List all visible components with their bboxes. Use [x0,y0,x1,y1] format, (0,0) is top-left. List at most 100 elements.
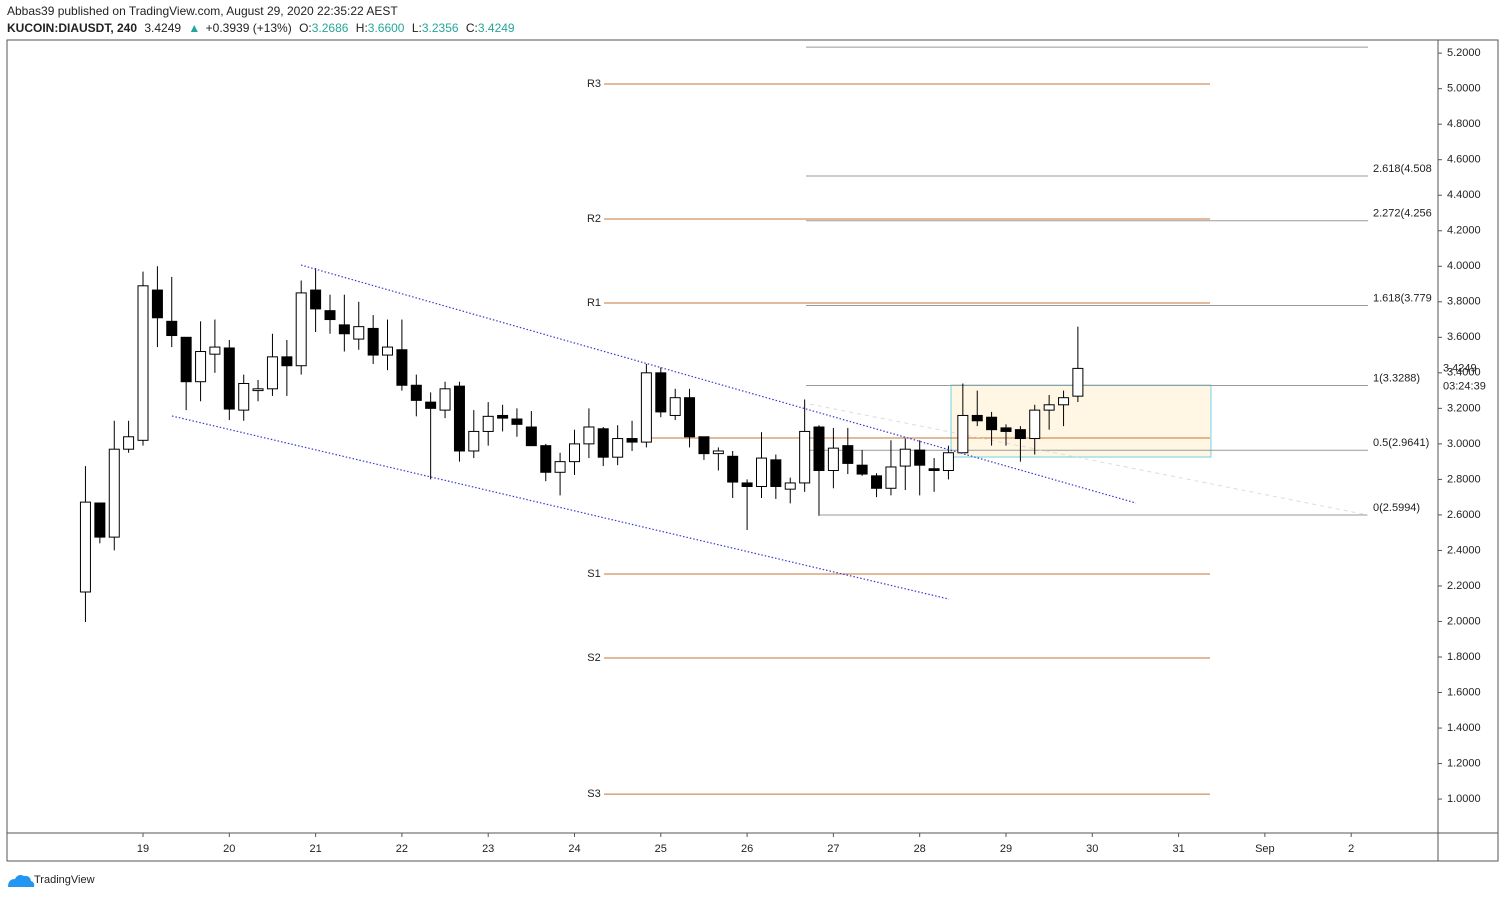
y-tick-label: 1.0000 [1447,793,1481,805]
candle-body [928,468,940,472]
candle-body [453,385,465,452]
fib-label: 2.272(4.256 [1373,208,1432,220]
y-tick-label: 1.8000 [1447,651,1481,663]
candle-body [655,372,667,413]
last-price-label: 3.4249 [1443,362,1477,374]
candle-body [640,372,652,443]
candle-body [410,384,422,401]
price: 3.4249 [144,21,181,35]
y-tick-label: 3.4000 [1447,367,1481,379]
ohlc-value: 3.4249 [478,21,515,35]
y-tick-label: 2.4000 [1447,544,1481,556]
candle-body [813,426,825,472]
candle-body [324,310,336,321]
logo [8,875,35,887]
brand: TradingView [34,874,95,886]
ohlc-label: O: [299,21,312,35]
y-tick-label: 5.2000 [1447,47,1481,59]
y-tick-label: 1.4000 [1447,722,1481,734]
candle-body [1029,409,1041,440]
candle-body [942,452,954,472]
candle-body [511,418,523,425]
x-tick-label: 26 [741,843,753,855]
x-tick-label: 24 [568,843,580,855]
candle-body [741,482,753,487]
candle-body [856,464,868,475]
candle-body [669,397,681,416]
x-tick-label: Sep [1255,843,1275,855]
candle-body [871,475,883,489]
candle-body [94,502,106,538]
faint-trendline [809,403,1369,516]
ohlc-label: C: [466,21,478,35]
candle-body [899,448,911,467]
candle-body [209,346,221,355]
candle-body [525,426,537,447]
y-tick-label: 4.8000 [1447,118,1481,130]
candle-body [698,436,710,455]
x-tick-label: 31 [1172,843,1184,855]
pivot-label: R2 [587,213,601,225]
candle-body [597,428,609,458]
y-tick-label: 4.4000 [1447,189,1481,201]
y-tick-label: 4.2000 [1447,225,1481,237]
candle-body [827,447,839,472]
symbol: KUCOIN:DIAUSDT, 240 [7,21,137,35]
candle-body [252,388,264,392]
candle-body [266,356,278,390]
y-tick-label: 4.6000 [1447,154,1481,166]
candle-body [195,351,207,383]
candle-body [784,482,796,490]
x-tick-label: 30 [1086,843,1098,855]
candle-body [1043,404,1055,411]
chart-frame [6,39,1499,862]
pivot-label: R3 [587,78,601,90]
candle-body [684,397,696,438]
candle-body [957,414,969,454]
published-line: Abbas39 published on TradingView.com, Au… [7,4,398,18]
candle-body [885,466,897,489]
candle-body [396,349,408,386]
y-tick-label: 3.6000 [1447,331,1481,343]
candle-body [986,416,998,431]
pivot-label: S1 [587,568,600,580]
candle-body [756,457,768,487]
countdown: 03:24:39 [1443,380,1486,392]
candle-body [568,443,580,463]
ohlc-value: 3.2356 [422,21,459,35]
y-tick-label: 1.2000 [1447,757,1481,769]
candle-body [353,326,365,340]
candle-body [770,459,782,487]
candle-body [482,415,494,432]
candle-body [554,461,566,473]
x-tick-label: 22 [396,843,408,855]
y-tick-label: 1.6000 [1447,686,1481,698]
candle-body [281,356,293,367]
y-tick-label: 2.6000 [1447,509,1481,521]
symbol-line: KUCOIN:DIAUSDT, 240 3.4249 ▲ +0.3939 (+1… [7,21,515,35]
candle-body [367,327,379,356]
ohlc-label: L: [412,21,422,35]
candle-body [612,438,624,458]
candle-body [180,336,192,383]
candle-body [295,292,307,367]
x-tick-label: 28 [914,843,926,855]
candle-body [238,382,250,411]
candle-body [137,285,149,441]
candle-body [381,346,393,356]
candle-body [123,436,135,450]
y-tick-label: 3.0000 [1447,438,1481,450]
pivot-label: R1 [587,297,601,309]
pivot-label: S2 [587,652,600,664]
fib-label: 0.5(2.9641) [1373,437,1429,449]
x-tick-label: 23 [482,843,494,855]
candle-body [1058,397,1070,406]
x-tick-label: 21 [309,843,321,855]
candle-body [497,414,509,419]
y-tick-label: 5.0000 [1447,83,1481,95]
x-tick-label: 25 [655,843,667,855]
candle-body [583,426,595,445]
candle-body [842,445,854,464]
candle-body [914,449,926,466]
